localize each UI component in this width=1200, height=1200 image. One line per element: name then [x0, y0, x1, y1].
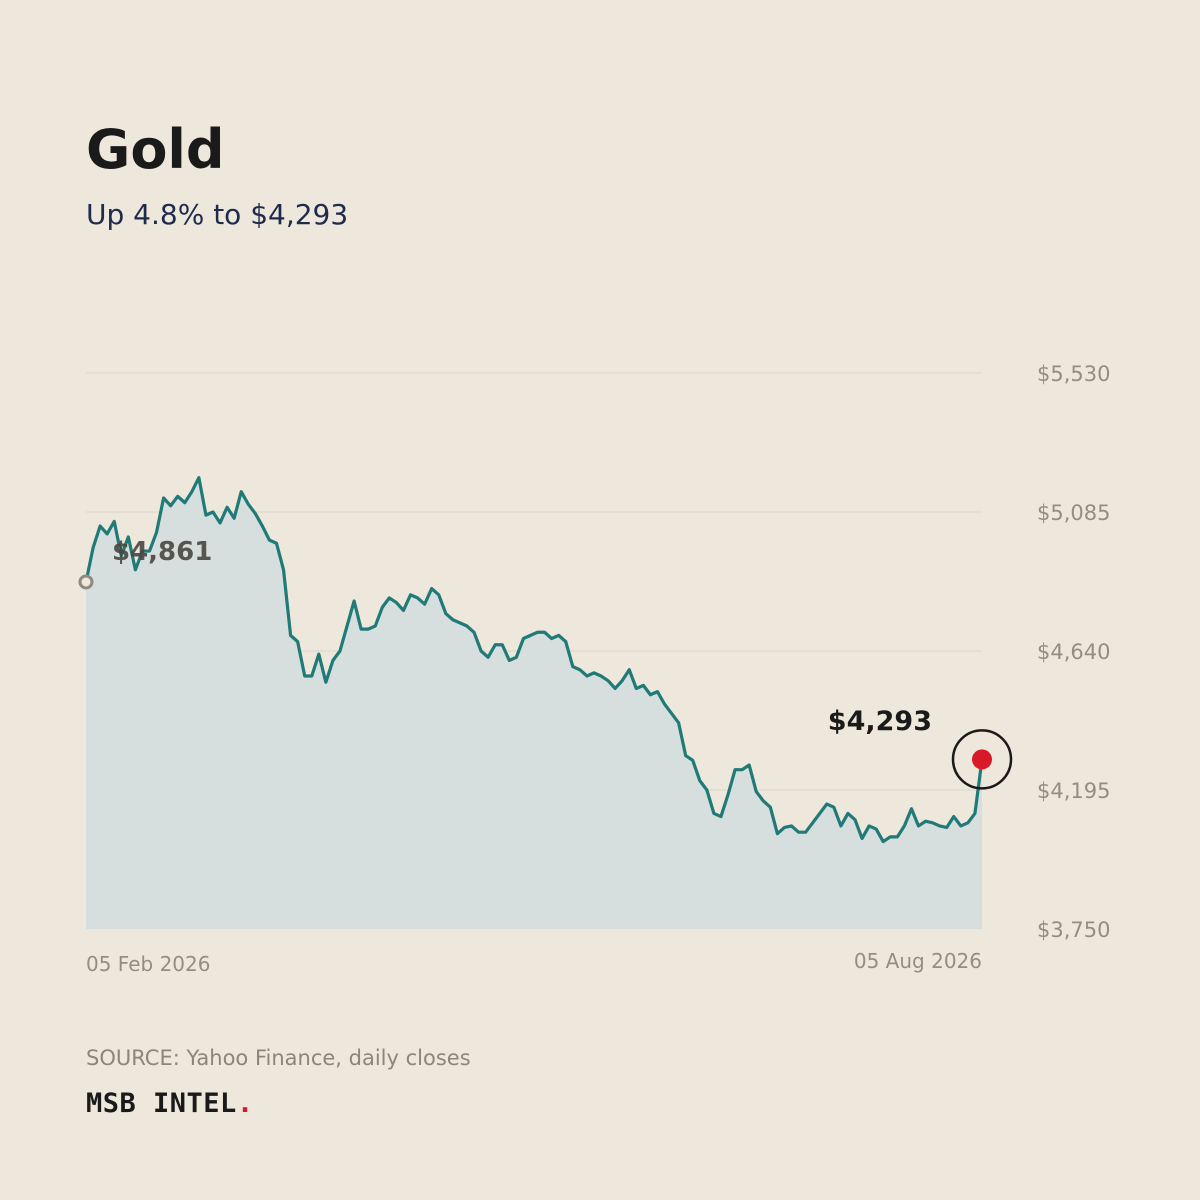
source-note: SOURCE: Yahoo Finance, daily closes — [86, 1046, 471, 1070]
start-value-label: $4,861 — [112, 537, 212, 567]
x-label-start: 05 Feb 2026 — [86, 952, 210, 976]
series-line — [84, 476, 984, 844]
y-tick-label: $3,750 — [1037, 918, 1110, 942]
chart-subtitle: Up 4.8% to $4,293 — [86, 198, 349, 231]
end-value-label: $4,293 — [828, 706, 932, 737]
y-tick-label: $5,530 — [1037, 362, 1110, 386]
area-fill — [86, 477, 982, 929]
x-label-end: 05 Aug 2026 — [854, 949, 982, 973]
end-marker — [972, 749, 992, 770]
y-tick-label: $5,085 — [1037, 501, 1110, 525]
y-tick-label: $4,195 — [1037, 779, 1110, 803]
start-marker — [78, 574, 94, 590]
end-highlight-ring — [951, 729, 1013, 790]
chart-title: Gold — [86, 118, 225, 181]
brand-logo: MSB INTEL. — [86, 1088, 254, 1119]
y-tick-label: $4,640 — [1037, 640, 1110, 664]
brand-name: MSB INTEL — [86, 1088, 237, 1119]
brand-dot: . — [236, 1088, 254, 1119]
